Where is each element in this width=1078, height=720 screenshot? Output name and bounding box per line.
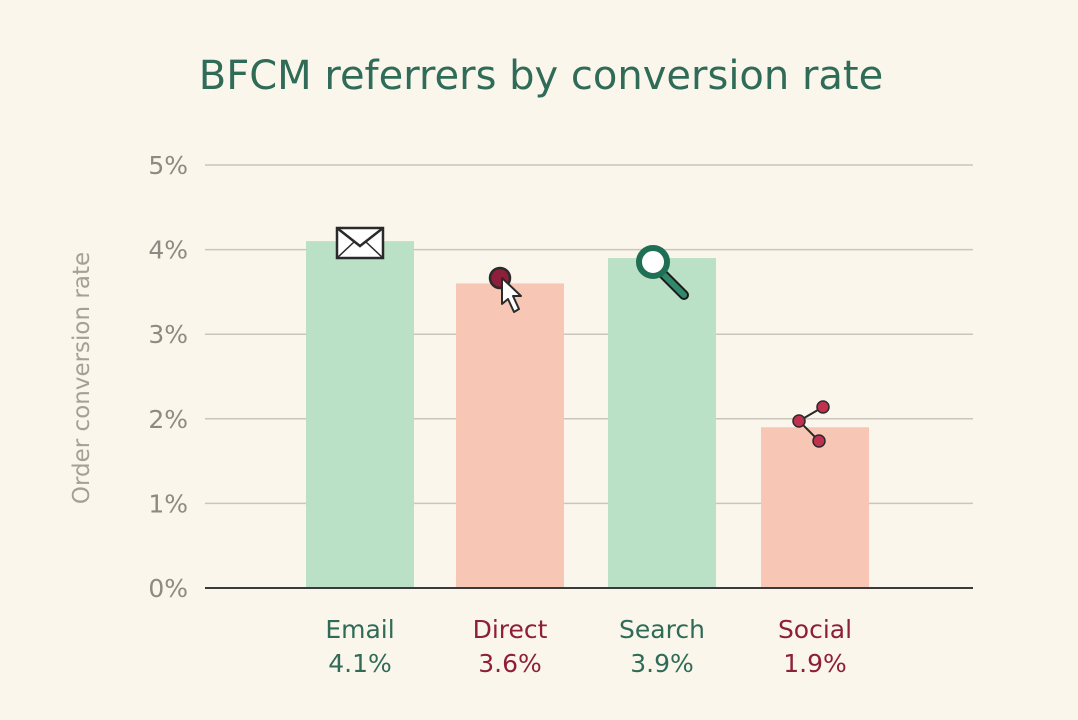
chart-title: BFCM referrers by conversion rate xyxy=(199,53,883,99)
category-label: Direct xyxy=(473,615,548,644)
envelope-icon xyxy=(335,226,385,260)
value-label: 3.9% xyxy=(630,649,694,678)
y-tick-label: 5% xyxy=(148,151,188,180)
share-icon xyxy=(792,400,830,448)
bar-direct xyxy=(456,283,564,588)
magnifier-icon xyxy=(636,245,689,300)
y-axis-label: Order conversion rate xyxy=(69,252,95,504)
category-label: Search xyxy=(619,615,705,644)
y-tick-label: 0% xyxy=(148,574,188,603)
y-tick-label: 4% xyxy=(148,236,188,265)
cursor-click-icon xyxy=(488,266,522,313)
y-tick-label: 3% xyxy=(148,320,188,349)
bar-icons xyxy=(335,226,830,448)
bar-social xyxy=(761,427,869,588)
category-label: Social xyxy=(778,615,852,644)
y-tick-label: 2% xyxy=(148,405,188,434)
value-label: 3.6% xyxy=(478,649,542,678)
category-labels: Email 4.1% Direct 3.6% Search 3.9% Social 1.9% xyxy=(325,615,852,678)
bar-email xyxy=(306,241,414,588)
value-label: 1.9% xyxy=(783,649,847,678)
value-label: 4.1% xyxy=(328,649,392,678)
y-tick-label: 1% xyxy=(148,489,188,518)
bar-search xyxy=(608,258,716,588)
bars xyxy=(306,241,869,588)
y-axis-ticks: 0% 1% 2% 3% 4% 5% xyxy=(148,151,188,603)
category-label: Email xyxy=(325,615,394,644)
